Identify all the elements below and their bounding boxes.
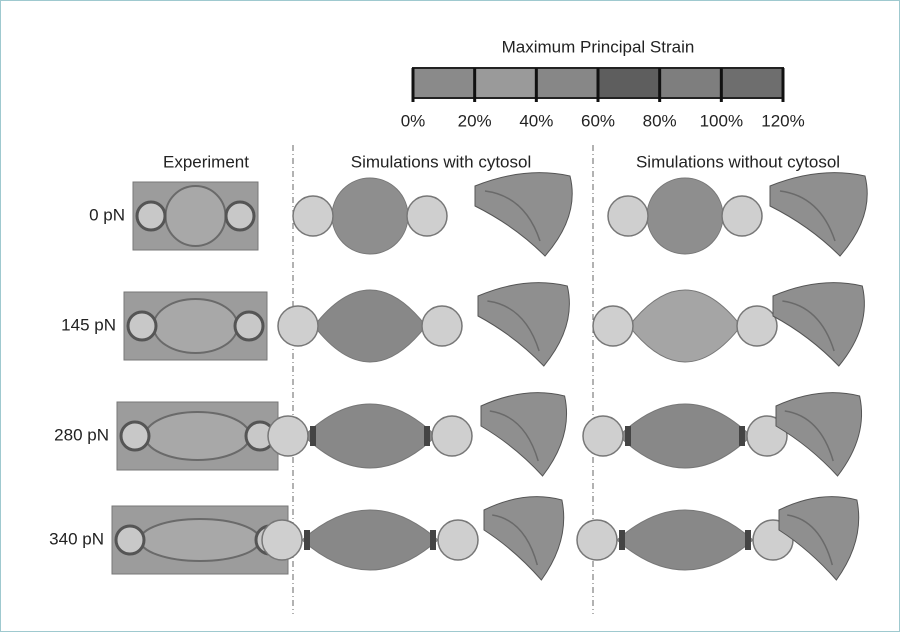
sim-bead [293,196,333,236]
colorbar-tick-label: 120% [761,111,804,130]
sim-cell [647,178,723,254]
row-label: 280 pN [54,425,109,444]
sim-neck [310,426,316,446]
colorbar-segment [660,68,722,98]
sim-bead [608,196,648,236]
experiment-bead [128,312,156,340]
sim-bead [432,416,472,456]
colorbar-tick-label: 40% [519,111,553,130]
sim-bead [583,416,623,456]
sim-bead [577,520,617,560]
sim-neck [745,530,751,550]
colorbar-title: Maximum Principal Strain [502,37,695,56]
experiment-bead [116,526,144,554]
colorbar-segment [413,68,475,98]
row-label: 145 pN [61,315,116,334]
sim-neck [304,530,310,550]
colorbar-tick-label: 60% [581,111,615,130]
experiment-cell [140,519,260,561]
colorbar-tick-label: 100% [700,111,743,130]
sim-neck [619,530,625,550]
colorbar-segment [721,68,783,98]
experiment-bead [137,202,165,230]
column-header: Experiment [163,152,249,171]
sim-bead [722,196,762,236]
colorbar-tick-label: 0% [401,111,426,130]
figure: Maximum Principal Strain Experiment Simu… [0,0,900,632]
colorbar-segment [475,68,537,98]
row-label: 0 pN [89,205,125,224]
sim-neck [625,426,631,446]
sim-cell [332,178,408,254]
column-header: Simulations without cytosol [636,152,840,171]
sim-neck [424,426,430,446]
sim-bead [262,520,302,560]
sim-neck [739,426,745,446]
sim-bead [407,196,447,236]
sim-bead [268,416,308,456]
column-header: Simulations with cytosol [351,152,531,171]
experiment-cell [166,186,226,246]
sim-bead [422,306,462,346]
sim-bead [593,306,633,346]
colorbar-segment [598,68,660,98]
experiment-cell [154,299,238,353]
experiment-cell [145,412,250,460]
row-label: 340 pN [49,529,104,548]
colorbar-tick-label: 80% [643,111,677,130]
experiment-bead [226,202,254,230]
colorbar-tick-label: 20% [458,111,492,130]
colorbar-segment [536,68,598,98]
experiment-bead [121,422,149,450]
sim-bead [438,520,478,560]
experiment-bead [235,312,263,340]
sim-bead [737,306,777,346]
sim-bead [278,306,318,346]
sim-neck [430,530,436,550]
